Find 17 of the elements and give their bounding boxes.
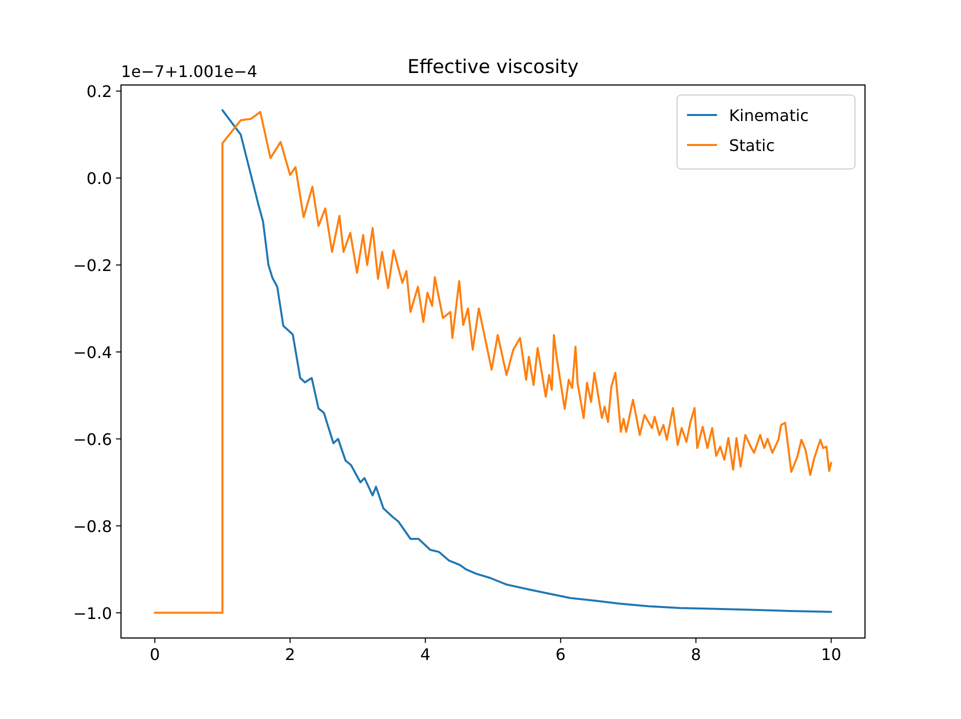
y-tick-label: −1.0: [73, 604, 112, 623]
x-tick-label: 0: [150, 645, 160, 664]
y-tick-label: −0.8: [73, 516, 112, 536]
chart-title: Effective viscosity: [407, 56, 579, 78]
y-tick-label: −0.2: [73, 256, 112, 275]
y-tick-label: −0.4: [73, 342, 112, 362]
x-tick-label: 6: [556, 645, 566, 664]
x-tick-label: 10: [821, 645, 842, 664]
y-tick-label: −0.6: [73, 430, 112, 449]
x-tick-label: 2: [284, 645, 296, 664]
y-tick-label: 0.2: [86, 82, 112, 102]
legend-label: Kinematic: [729, 106, 809, 125]
text: 1e−7+1.001e−4: [121, 62, 258, 81]
legend-label: Static: [729, 136, 775, 155]
y-tick-label: 0.0: [86, 169, 112, 188]
x-tick-label: 8: [690, 645, 702, 664]
x-tick-label: 4: [420, 645, 430, 664]
